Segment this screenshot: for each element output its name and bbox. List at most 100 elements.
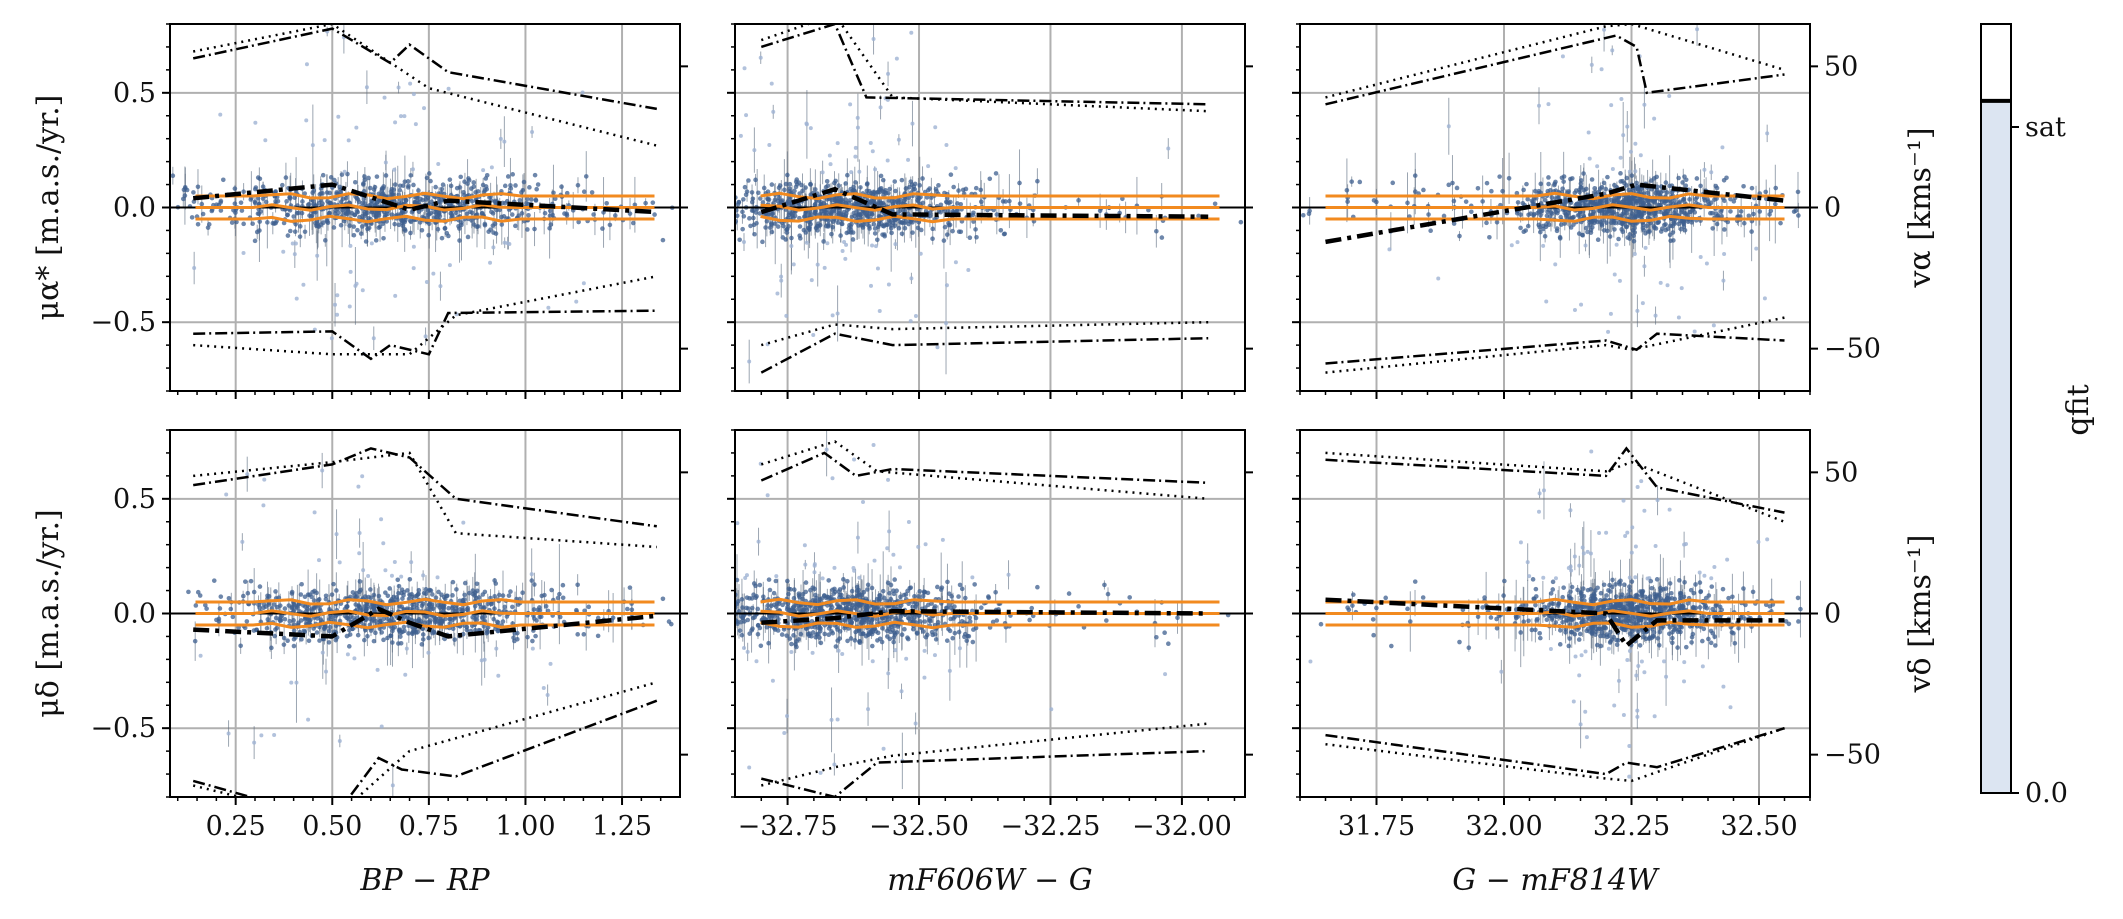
scatter-point — [948, 199, 953, 205]
scatter-point — [320, 468, 325, 473]
scatter-point — [245, 472, 250, 477]
scatter-point — [840, 212, 846, 218]
scatter-point — [662, 181, 667, 186]
scatter-point — [470, 591, 476, 597]
scatter-point — [263, 138, 268, 143]
scatter-point — [500, 200, 505, 206]
scatter-point — [453, 606, 459, 611]
scatter-point — [836, 183, 842, 188]
scatter-point — [783, 181, 789, 187]
scatter-point — [576, 219, 581, 225]
scatter-point — [612, 213, 618, 218]
scatter-point — [547, 208, 553, 214]
scatter-point — [967, 619, 973, 624]
scatter-point — [878, 185, 884, 191]
scatter-point — [894, 588, 899, 594]
dotted-lower-line — [192, 681, 658, 797]
scatter-point — [1076, 198, 1081, 203]
scatter-point — [445, 593, 450, 599]
scatter-point — [311, 598, 317, 603]
scatter-point — [224, 492, 229, 497]
scatter-point — [250, 221, 255, 227]
scatter-point — [481, 168, 486, 173]
scatter-point — [198, 653, 203, 658]
scatter-point — [241, 221, 246, 227]
scatter-point — [827, 153, 832, 158]
scatter-point — [195, 184, 201, 190]
scatter-point — [289, 605, 295, 611]
scatter-point — [966, 633, 972, 639]
scatter-point — [967, 615, 973, 620]
scatter-point — [575, 582, 580, 588]
scatter-point — [380, 186, 386, 191]
scatter-point — [944, 200, 950, 205]
scatter-point — [499, 214, 504, 220]
scatter-point — [243, 579, 248, 584]
scatter-point — [433, 184, 438, 190]
scatter-point — [252, 740, 257, 745]
scatter-point — [786, 586, 792, 592]
scatter-point — [833, 644, 839, 649]
scatter-point — [907, 184, 912, 190]
scatter-point — [362, 594, 368, 599]
scatter-point — [390, 192, 396, 198]
scatter-point — [970, 639, 976, 645]
scatter-point — [474, 617, 480, 623]
x-tick-label: 0.75 — [399, 811, 459, 842]
scatter-point — [922, 675, 927, 680]
median-dashdot-line — [761, 608, 1209, 625]
scatter-point — [771, 602, 777, 608]
scatter-point — [804, 240, 809, 245]
scatter-point — [761, 594, 766, 599]
scatter-point — [698, 621, 703, 626]
scatter-point — [300, 199, 305, 204]
scatter-point — [381, 616, 387, 622]
scatter-point — [535, 269, 539, 273]
scatter-point — [796, 593, 802, 598]
scatter-point — [360, 474, 365, 479]
scatter-point — [913, 721, 918, 726]
scatter-point — [885, 190, 891, 196]
scatter-point — [820, 576, 825, 581]
scatter-point — [808, 126, 813, 131]
scatter-point — [794, 177, 800, 182]
scatter-point — [299, 210, 305, 216]
scatter-point — [775, 291, 780, 296]
scatter-point — [993, 171, 999, 176]
scatter-point — [727, 622, 732, 627]
scatter-point — [1127, 595, 1132, 600]
scatter-point — [542, 592, 547, 598]
scatter-point — [220, 177, 226, 183]
scatter-point — [709, 195, 714, 200]
scatter-point — [946, 591, 952, 597]
scatter-point — [738, 619, 744, 625]
dotted-lower-line — [760, 320, 1209, 347]
scatter-point — [694, 180, 699, 185]
scatter-point — [766, 640, 771, 646]
scatter-point — [813, 634, 819, 640]
scatter-point — [356, 484, 361, 489]
scatter-point — [957, 582, 963, 588]
scatter-point — [741, 213, 747, 219]
scatter-point — [405, 588, 410, 593]
scatter-point — [360, 288, 365, 293]
scatter-point — [891, 623, 897, 629]
scatter-point — [368, 202, 374, 207]
scatter-point — [908, 319, 913, 324]
scatter-point — [826, 626, 832, 631]
scatter-point — [710, 620, 715, 625]
scatter-point — [899, 689, 904, 694]
scatter-point — [878, 173, 884, 179]
scatter-point — [323, 596, 329, 602]
scatter-point — [241, 250, 246, 255]
scatter-point — [739, 632, 745, 638]
scatter-point — [322, 138, 327, 143]
scatter-point — [744, 573, 749, 578]
scatter-point — [483, 184, 489, 189]
scatter-point — [437, 200, 443, 205]
scatter-point — [305, 202, 311, 208]
scatter-point — [527, 185, 532, 190]
scatter-point — [797, 224, 803, 229]
scatter-point — [274, 604, 280, 610]
scatter-point — [918, 251, 923, 256]
